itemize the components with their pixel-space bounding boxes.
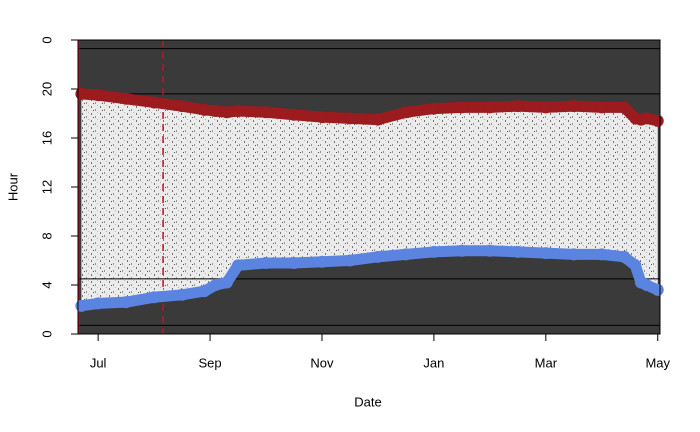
series-point bbox=[198, 103, 211, 116]
activity-band bbox=[81, 93, 658, 306]
x-tick-label: Nov bbox=[310, 355, 334, 370]
series-point bbox=[640, 112, 653, 125]
series-point bbox=[209, 279, 222, 291]
series-point bbox=[539, 101, 552, 114]
y-tick-label: 0 bbox=[39, 36, 54, 43]
series-point bbox=[75, 299, 88, 312]
y-axis-label: Hour bbox=[5, 172, 20, 201]
series-point bbox=[399, 106, 412, 119]
series-point bbox=[220, 276, 233, 289]
series-point bbox=[629, 259, 642, 272]
series-point bbox=[511, 100, 524, 113]
series-point bbox=[232, 259, 245, 272]
series-point bbox=[120, 296, 133, 309]
series-point bbox=[595, 248, 608, 261]
series-point bbox=[567, 248, 580, 261]
series-point bbox=[315, 255, 328, 268]
y-tick-label: 12 bbox=[39, 180, 54, 194]
series-point bbox=[427, 245, 440, 258]
series-point bbox=[640, 279, 653, 291]
series-point bbox=[315, 111, 328, 124]
series-point bbox=[288, 108, 301, 121]
series-point bbox=[120, 92, 133, 105]
series-point bbox=[92, 89, 105, 102]
series-point bbox=[148, 291, 161, 304]
x-tick-label: Mar bbox=[535, 355, 558, 370]
series-point bbox=[455, 244, 468, 257]
series-point bbox=[260, 256, 273, 269]
series-point bbox=[343, 112, 356, 125]
series-point bbox=[288, 256, 301, 269]
series-point bbox=[371, 113, 384, 126]
x-tick-label: Sep bbox=[198, 355, 221, 370]
series-point bbox=[176, 288, 189, 301]
x-axis-label: Date bbox=[354, 394, 381, 409]
x-tick-label: Jan bbox=[423, 355, 444, 370]
series-point bbox=[92, 297, 105, 310]
x-tick-label: May bbox=[645, 355, 670, 370]
series-point bbox=[371, 250, 384, 263]
series-point bbox=[595, 101, 608, 114]
series-point bbox=[539, 247, 552, 260]
series-point bbox=[511, 245, 524, 258]
series-point bbox=[618, 250, 631, 263]
series-point bbox=[427, 102, 440, 115]
series-point bbox=[343, 254, 356, 267]
series-point bbox=[198, 285, 211, 298]
series-point bbox=[651, 114, 664, 127]
series-point bbox=[483, 101, 496, 114]
series-point bbox=[399, 248, 412, 261]
y-tick-label: 16 bbox=[39, 131, 54, 145]
series-point bbox=[232, 105, 245, 118]
series-point bbox=[618, 101, 631, 114]
series-point bbox=[209, 105, 222, 118]
series-point bbox=[260, 106, 273, 119]
series-point bbox=[483, 244, 496, 257]
x-tick-label: Jul bbox=[90, 355, 107, 370]
series-point bbox=[651, 283, 664, 296]
y-tick-label: 8 bbox=[39, 232, 54, 239]
series-point bbox=[176, 100, 189, 113]
series-point bbox=[567, 100, 580, 113]
series-point bbox=[75, 87, 88, 100]
series-point bbox=[220, 106, 233, 119]
series-point bbox=[148, 96, 161, 109]
series-point bbox=[455, 101, 468, 114]
y-tick-label: 4 bbox=[39, 281, 54, 288]
y-tick-label: 0 bbox=[39, 330, 54, 337]
y-tick-label: 20 bbox=[39, 82, 54, 96]
